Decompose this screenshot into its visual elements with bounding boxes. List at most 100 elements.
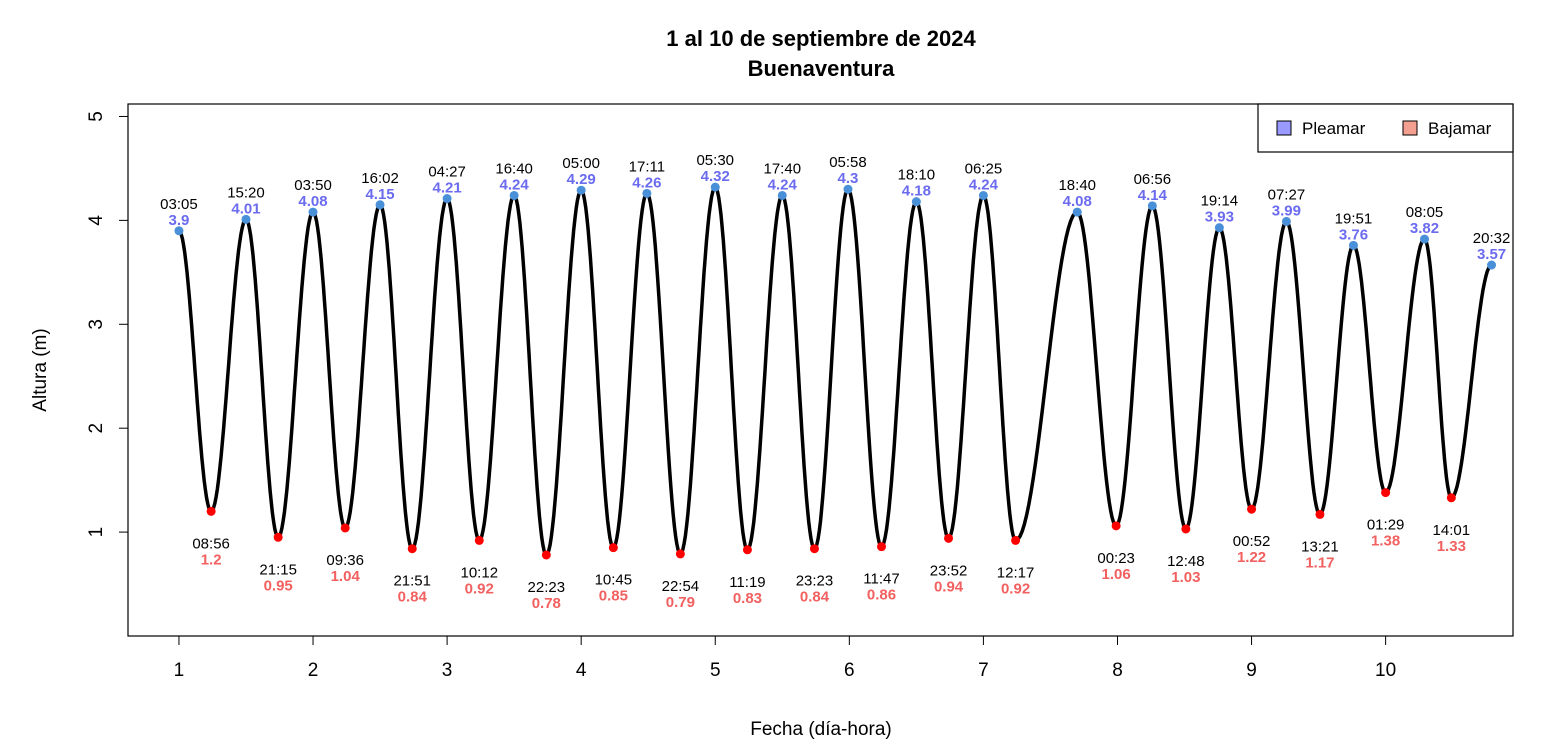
pleamar-time-label: 20:32 xyxy=(1473,230,1511,247)
bajamar-value-label: 0.92 xyxy=(1001,580,1030,597)
pleamar-time-label: 04:27 xyxy=(428,164,466,181)
pleamar-point xyxy=(442,194,452,204)
bajamar-time-label: 09:36 xyxy=(326,552,364,569)
chart-title: 1 al 10 de septiembre de 2024 xyxy=(666,26,976,51)
pleamar-point xyxy=(978,190,988,200)
bajamar-time-label: 21:51 xyxy=(393,573,431,590)
pleamar-point xyxy=(911,197,921,207)
pleamar-value-label: 4.26 xyxy=(632,174,661,191)
bajamar-time-label: 23:52 xyxy=(930,562,968,579)
x-tick-label: 3 xyxy=(442,660,453,681)
pleamar-point xyxy=(1281,216,1291,226)
pleamar-point xyxy=(1348,240,1358,250)
bajamar-point xyxy=(742,545,752,555)
legend-label-pleamar: Pleamar xyxy=(1302,119,1366,138)
pleamar-value-label: 4.29 xyxy=(567,171,596,188)
bajamar-time-label: 00:52 xyxy=(1233,533,1271,550)
y-tick-label: 5 xyxy=(86,111,107,122)
bajamar-point xyxy=(675,549,685,559)
bajamar-point xyxy=(340,523,350,533)
bajamar-value-label: 1.03 xyxy=(1171,569,1200,586)
x-tick-label: 1 xyxy=(174,660,185,681)
bajamar-time-label: 13:21 xyxy=(1301,538,1339,555)
pleamar-point xyxy=(241,214,251,224)
pleamar-time-label: 05:58 xyxy=(829,154,867,171)
bajamar-point xyxy=(877,542,887,552)
pleamar-time-label: 17:11 xyxy=(629,158,665,175)
x-tick-label: 10 xyxy=(1375,660,1396,681)
pleamar-point xyxy=(509,190,519,200)
bajamar-point xyxy=(944,533,954,543)
bajamar-point xyxy=(1446,493,1456,503)
bajamar-value-label: 0.79 xyxy=(666,594,695,611)
bajamar-value-label: 0.84 xyxy=(800,589,830,606)
pleamar-value-label: 4.24 xyxy=(768,176,798,193)
pleamar-time-label: 03:50 xyxy=(294,177,332,194)
pleamar-point xyxy=(843,184,853,194)
pleamar-time-label: 18:40 xyxy=(1058,177,1096,194)
bajamar-value-label: 0.78 xyxy=(532,595,561,612)
bajamar-point xyxy=(608,543,618,553)
pleamar-time-label: 06:56 xyxy=(1134,171,1172,188)
y-axis-label: Altura (m) xyxy=(30,328,51,411)
bajamar-value-label: 0.83 xyxy=(733,590,762,607)
bajamar-time-label: 08:56 xyxy=(192,535,230,552)
pleamar-value-label: 4.21 xyxy=(432,180,461,197)
y-tick-label: 4 xyxy=(86,215,107,226)
pleamar-point xyxy=(375,200,385,210)
bajamar-time-label: 11:19 xyxy=(729,574,765,591)
x-tick-label: 6 xyxy=(844,660,855,681)
bajamar-time-label: 14:01 xyxy=(1433,522,1471,539)
x-axis-label: Fecha (día-hora) xyxy=(750,719,892,740)
pleamar-point xyxy=(1420,234,1430,244)
pleamar-time-label: 19:51 xyxy=(1335,210,1373,227)
pleamar-time-label: 15:20 xyxy=(227,184,265,201)
pleamar-time-label: 03:05 xyxy=(160,196,198,213)
pleamar-value-label: 4.08 xyxy=(1063,193,1092,210)
bajamar-value-label: 1.17 xyxy=(1305,554,1334,571)
pleamar-time-label: 05:30 xyxy=(696,152,734,169)
legend-label-bajamar: Bajamar xyxy=(1428,119,1492,138)
pleamar-value-label: 3.99 xyxy=(1272,202,1301,219)
pleamar-point xyxy=(710,182,720,192)
bajamar-time-label: 00:23 xyxy=(1097,550,1135,567)
pleamar-time-label: 19:14 xyxy=(1201,193,1239,210)
pleamar-time-label: 05:00 xyxy=(562,155,600,172)
bajamar-time-label: 12:48 xyxy=(1167,553,1205,570)
pleamar-value-label: 4.3 xyxy=(838,170,859,187)
bajamar-value-label: 0.84 xyxy=(398,589,428,606)
bajamar-value-label: 1.2 xyxy=(201,551,222,568)
pleamar-value-label: 4.15 xyxy=(365,186,394,203)
pleamar-time-label: 17:40 xyxy=(764,160,802,177)
pleamar-time-label: 16:02 xyxy=(361,170,399,187)
bajamar-value-label: 1.33 xyxy=(1437,538,1466,555)
x-tick-label: 7 xyxy=(978,660,989,681)
bajamar-value-label: 1.06 xyxy=(1102,566,1131,583)
pleamar-point xyxy=(174,226,184,236)
pleamar-time-label: 08:05 xyxy=(1406,204,1444,221)
bajamar-time-label: 22:54 xyxy=(662,578,700,595)
x-tick-label: 2 xyxy=(308,660,319,681)
pleamar-value-label: 3.82 xyxy=(1410,220,1439,237)
y-tick-label: 2 xyxy=(86,423,107,434)
bajamar-point xyxy=(407,544,417,554)
pleamar-value-label: 3.9 xyxy=(169,212,190,229)
bajamar-point xyxy=(1315,509,1325,519)
pleamar-value-label: 4.18 xyxy=(902,183,931,200)
bajamar-point xyxy=(1381,488,1391,498)
x-tick-label: 5 xyxy=(710,660,721,681)
bajamar-point xyxy=(206,506,216,516)
pleamar-point xyxy=(1072,207,1082,217)
bajamar-value-label: 1.38 xyxy=(1371,533,1400,550)
pleamar-point xyxy=(777,190,787,200)
bajamar-point xyxy=(809,544,819,554)
y-tick-label: 1 xyxy=(86,527,107,538)
bajamar-point xyxy=(273,532,283,542)
bajamar-value-label: 1.22 xyxy=(1237,549,1266,566)
pleamar-value-label: 3.57 xyxy=(1477,246,1506,263)
bajamar-point xyxy=(1011,535,1021,545)
bajamar-value-label: 0.95 xyxy=(264,577,293,594)
pleamar-value-label: 4.32 xyxy=(701,168,730,185)
y-tick-label: 3 xyxy=(86,319,107,330)
legend-swatch-pleamar xyxy=(1276,120,1292,136)
